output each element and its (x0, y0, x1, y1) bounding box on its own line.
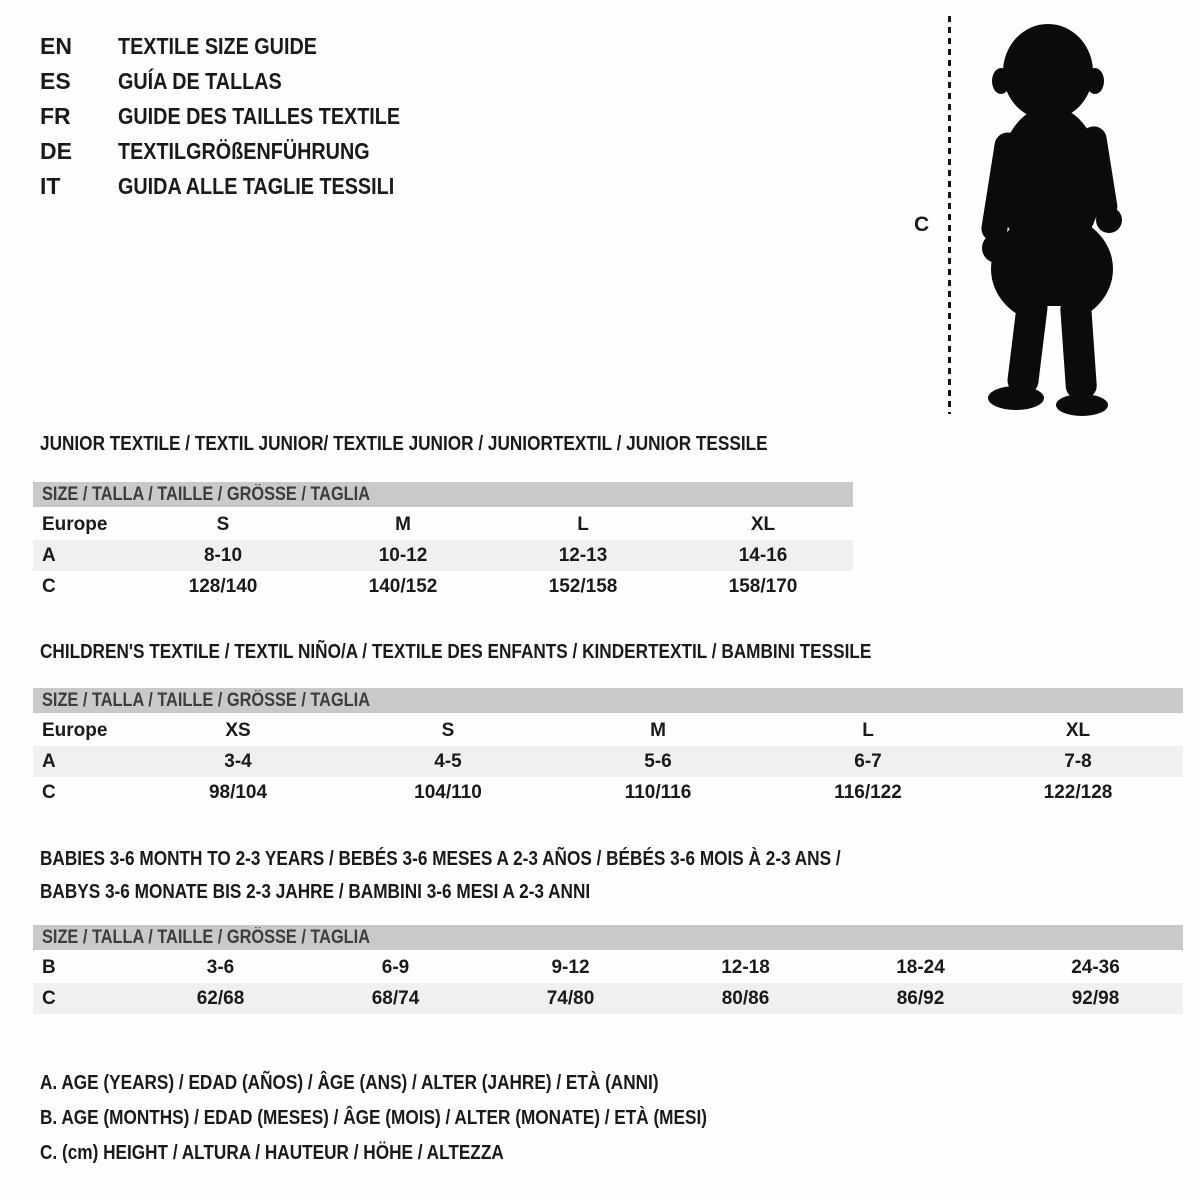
height-measure-dashed-line (948, 16, 951, 414)
legend-text-a: A. AGE (YEARS) / EDAD (AÑOS) / ÂGE (ANS)… (40, 1072, 659, 1094)
table-row-c: C 62/68 68/74 74/80 80/86 86/92 92/98 (33, 983, 1183, 1014)
cell: M (395, 513, 411, 535)
cell: 6-9 (381, 956, 410, 978)
cell: 12-18 (721, 956, 770, 978)
language-row-fr: FR GUIDE DES TAILLES TEXTILE (40, 99, 446, 134)
cell: 10-12 (378, 544, 428, 566)
children-size-table: SIZE / TALLA / TAILLE / GRÖSSE / TAGLIA … (33, 688, 1183, 808)
cell: 110/116 (624, 781, 692, 803)
cell: 24-36 (1071, 956, 1120, 978)
cell: 92/98 (1071, 987, 1120, 1009)
row-label: C (42, 575, 56, 597)
language-code: DE (40, 138, 72, 164)
legend-text-c: C. (cm) HEIGHT / ALTURA / HAUTEUR / HÖHE… (40, 1142, 504, 1164)
cell: 9-12 (551, 956, 590, 978)
row-label: Europe (42, 719, 108, 741)
language-title: GUÍA DE TALLAS (118, 68, 282, 94)
row-label: B (42, 956, 56, 978)
baby-silhouette-icon (981, 24, 1122, 416)
height-measure-label: C (914, 213, 930, 236)
cell: S (441, 719, 455, 741)
language-title: TEXTILE SIZE GUIDE (118, 33, 317, 59)
row-label: C (42, 987, 56, 1009)
cell: 140/152 (368, 575, 438, 597)
language-title: GUIDA ALLE TAGLIE TESSILI (118, 173, 395, 199)
cell: 3-4 (224, 750, 252, 772)
cell: 5-6 (644, 750, 672, 772)
children-section-title: CHILDREN'S TEXTILE / TEXTIL NIÑO/A / TEX… (40, 636, 1007, 669)
cell: 8-10 (203, 544, 243, 566)
cell: S (216, 513, 230, 535)
cell: 4-5 (434, 750, 462, 772)
legend-text-b: B. AGE (MONTHS) / EDAD (MESES) / ÂGE (MO… (40, 1107, 707, 1129)
language-title: GUIDE DES TAILLES TEXTILE (118, 103, 401, 129)
junior-section-title-text: JUNIOR TEXTILE / TEXTIL JUNIOR/ TEXTILE … (40, 433, 768, 455)
cell: 18-24 (896, 956, 945, 978)
cell: 98/104 (208, 781, 268, 803)
cell: 128/140 (188, 575, 258, 597)
language-title: TEXTILGRÖßENFÜHRUNG (118, 138, 370, 164)
language-row-de: DE TEXTILGRÖßENFÜHRUNG (40, 134, 446, 169)
table-row-europe: Europe XS S M L XL (33, 715, 1183, 746)
cell: 80/86 (721, 987, 770, 1009)
language-row-en: EN TEXTILE SIZE GUIDE (40, 29, 446, 64)
table-row-europe: Europe S M L XL (33, 509, 853, 540)
legend-line-b: B. AGE (MONTHS) / EDAD (MESES) / ÂGE (MO… (40, 1101, 816, 1136)
babies-section-title-line2: BABYS 3-6 MONATE BIS 2-3 JAHRE / BAMBINI… (40, 881, 591, 903)
table-header-text: SIZE / TALLA / TAILLE / GRÖSSE / TAGLIA (42, 690, 371, 711)
language-row-es: ES GUÍA DE TALLAS (40, 64, 446, 99)
children-section-title-text: CHILDREN'S TEXTILE / TEXTIL NIÑO/A / TEX… (40, 641, 872, 663)
cell: 68/74 (371, 987, 420, 1009)
row-label: A (42, 750, 56, 772)
cell: XL (1065, 719, 1091, 741)
babies-section-title-line1: BABIES 3-6 MONTH TO 2-3 YEARS / BEBÉS 3-… (40, 848, 841, 870)
legend-line-a: A. AGE (YEARS) / EDAD (AÑOS) / ÂGE (ANS)… (40, 1066, 816, 1101)
row-label: A (42, 544, 56, 566)
cell: L (862, 719, 874, 741)
row-label: Europe (42, 513, 108, 535)
table-header-band: SIZE / TALLA / TAILLE / GRÖSSE / TAGLIA (33, 482, 853, 507)
cell: 14-16 (738, 544, 788, 566)
cell: 86/92 (896, 987, 945, 1009)
table-row-a: A 3-4 4-5 5-6 6-7 7-8 (33, 746, 1183, 777)
table-row-b: B 3-6 6-9 9-12 12-18 18-24 24-36 (33, 952, 1183, 983)
table-row-c: C 98/104 104/110 110/116 116/122 122/128 (33, 777, 1183, 808)
cell: 62/68 (196, 987, 245, 1009)
table-row-a: A 8-10 10-12 12-13 14-16 (33, 540, 853, 571)
language-code: ES (40, 68, 71, 94)
cell: XS (225, 719, 251, 741)
cell: 116/122 (834, 781, 902, 803)
junior-section-title: JUNIOR TEXTILE / TEXTIL JUNIOR/ TEXTILE … (40, 428, 886, 461)
cell: 152/158 (548, 575, 618, 597)
cell: M (650, 719, 666, 741)
legend-line-c: C. (cm) HEIGHT / ALTURA / HAUTEUR / HÖHE… (40, 1136, 816, 1171)
cell: 158/170 (728, 575, 798, 597)
table-header-text: SIZE / TALLA / TAILLE / GRÖSSE / TAGLIA (42, 927, 371, 948)
cell: XL (750, 513, 776, 535)
language-code: EN (40, 33, 72, 59)
babies-size-table: SIZE / TALLA / TAILLE / GRÖSSE / TAGLIA … (33, 925, 1183, 1014)
cell: L (577, 513, 589, 535)
cell: 12-13 (558, 544, 608, 566)
table-row-c: C 128/140 140/152 152/158 158/170 (33, 571, 853, 602)
cell: 6-7 (854, 750, 882, 772)
table-header-text: SIZE / TALLA / TAILLE / GRÖSSE / TAGLIA (42, 484, 371, 505)
language-code: FR (40, 103, 71, 129)
cell: 7-8 (1064, 750, 1092, 772)
row-label: C (42, 781, 56, 803)
cell: 122/128 (1043, 781, 1113, 803)
language-code: IT (40, 173, 61, 199)
legend: A. AGE (YEARS) / EDAD (AÑOS) / ÂGE (ANS)… (40, 1066, 816, 1171)
cell: 104/110 (414, 781, 482, 803)
language-guide-list: EN TEXTILE SIZE GUIDE ES GUÍA DE TALLAS … (40, 29, 446, 204)
babies-section-title: BABIES 3-6 MONTH TO 2-3 YEARS / BEBÉS 3-… (40, 843, 971, 909)
junior-size-table: SIZE / TALLA / TAILLE / GRÖSSE / TAGLIA … (33, 482, 853, 602)
cell: 3-6 (206, 956, 235, 978)
cell: 74/80 (546, 987, 595, 1009)
language-row-it: IT GUIDA ALLE TAGLIE TESSILI (40, 169, 446, 204)
table-header-band: SIZE / TALLA / TAILLE / GRÖSSE / TAGLIA (33, 688, 1183, 713)
table-header-band: SIZE / TALLA / TAILLE / GRÖSSE / TAGLIA (33, 925, 1183, 950)
